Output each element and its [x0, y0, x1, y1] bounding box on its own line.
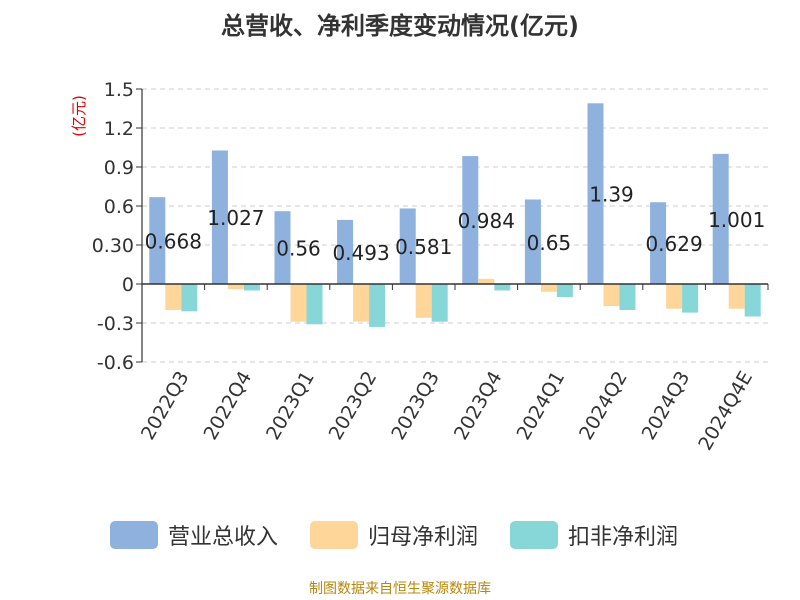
x-tick-label: 2024Q2: [575, 368, 632, 444]
bar-series-3: [181, 284, 198, 312]
bar-series-1: [274, 211, 291, 284]
bar-series-3: [369, 284, 386, 327]
x-tick-label: 2023Q2: [325, 368, 382, 444]
legend-label-deducted-net-profit: 扣非净利润: [568, 525, 679, 550]
data-label: 1.001: [708, 208, 765, 232]
bar-series-3: [306, 284, 323, 325]
y-tick-label: -0.3: [97, 313, 134, 335]
bar-series-1: [399, 208, 416, 284]
bar-series-3: [556, 284, 573, 297]
bar-series-1: [650, 202, 667, 284]
x-tick-label: 2023Q4: [450, 368, 507, 444]
bar-series-3: [682, 284, 699, 313]
y-tick-label: 0: [122, 274, 134, 296]
data-label: 0.629: [645, 232, 702, 256]
legend-item-net-profit[interactable]: 归母净利润: [310, 520, 478, 550]
x-tick-label: 2023Q3: [387, 368, 444, 444]
bar-series-1: [462, 156, 479, 284]
legend-label-revenue: 营业总收入: [168, 525, 279, 550]
bar-series-3: [431, 284, 448, 322]
legend-item-deducted-net-profit[interactable]: 扣非净利润: [510, 520, 678, 550]
bar-series-2: [290, 284, 307, 322]
bar-series-2: [227, 284, 244, 290]
y-tick-label: 1.2: [104, 118, 134, 140]
y-tick-label: -0.6: [97, 352, 134, 374]
bar-series-3: [744, 284, 761, 317]
legend-item-revenue[interactable]: 营业总收入: [110, 520, 278, 550]
bar-series-2: [728, 284, 745, 309]
legend-swatch-revenue: [110, 521, 158, 549]
legend-swatch-net-profit: [310, 521, 358, 549]
y-tick-label: 0.9: [104, 157, 134, 179]
x-tick-label: 2024Q4E: [694, 368, 757, 455]
bar-series-3: [494, 284, 511, 291]
bar-series-1: [149, 197, 166, 284]
data-label: 0.581: [395, 235, 452, 259]
bar-series-2: [666, 284, 683, 309]
bar-series-3: [243, 284, 260, 291]
bar-series-2: [478, 278, 495, 284]
x-tick-label: 2024Q3: [638, 368, 695, 444]
legend-swatch-deducted-net-profit: [510, 521, 558, 549]
data-label: 0.493: [332, 241, 389, 265]
bar-series-1: [587, 103, 604, 284]
bar-series-3: [619, 284, 636, 310]
data-label: 1.39: [589, 183, 634, 207]
bar-series-2: [540, 284, 557, 292]
legend-label-net-profit: 归母净利润: [368, 525, 479, 550]
bar-series-2: [603, 284, 620, 307]
y-tick-label: 1.5: [104, 79, 134, 101]
data-label: 0.65: [527, 231, 572, 255]
chart-title: 总营收、净利季度变动情况(亿元): [221, 12, 579, 40]
bar-series-1: [524, 199, 541, 284]
bar-series-2: [353, 284, 370, 322]
y-tick-label: 0.6: [104, 196, 134, 218]
y-axis-label: (亿元): [70, 95, 88, 137]
data-label: 0.668: [145, 230, 202, 254]
data-label: 0.984: [458, 209, 515, 233]
x-tick-label: 2022Q4: [199, 368, 256, 444]
x-tick-label: 2022Q3: [137, 368, 194, 444]
bar-series-2: [415, 284, 432, 318]
source-note: 制图数据来自恒生聚源数据库: [309, 581, 491, 597]
x-tick-label: 2023Q1: [262, 368, 319, 444]
data-label: 1.027: [207, 206, 264, 230]
bar-series-1: [337, 219, 354, 284]
x-tick-label: 2024Q1: [512, 368, 569, 444]
data-label: 0.56: [276, 237, 321, 261]
bar-series-2: [165, 284, 182, 310]
bar-series-1: [712, 153, 729, 284]
y-tick-label: 0.30: [92, 235, 134, 257]
bar-series-1: [211, 150, 228, 284]
